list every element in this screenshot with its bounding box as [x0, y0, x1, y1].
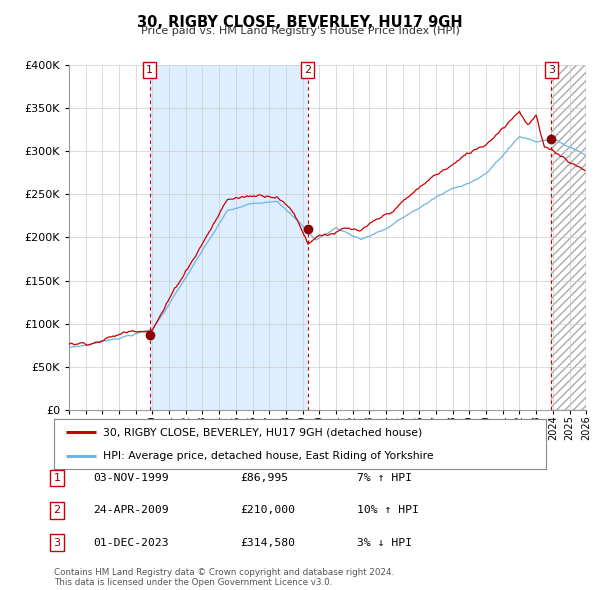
Text: 3% ↓ HPI: 3% ↓ HPI [357, 538, 412, 548]
Text: Contains HM Land Registry data © Crown copyright and database right 2024.: Contains HM Land Registry data © Crown c… [54, 568, 394, 577]
Text: 24-APR-2009: 24-APR-2009 [93, 506, 169, 515]
Text: Price paid vs. HM Land Registry's House Price Index (HPI): Price paid vs. HM Land Registry's House … [140, 26, 460, 36]
Text: 30, RIGBY CLOSE, BEVERLEY, HU17 9GH (detached house): 30, RIGBY CLOSE, BEVERLEY, HU17 9GH (det… [103, 427, 422, 437]
Text: 2: 2 [53, 506, 61, 515]
Text: £210,000: £210,000 [240, 506, 295, 515]
Bar [150, 65, 308, 410]
Text: This data is licensed under the Open Government Licence v3.0.: This data is licensed under the Open Gov… [54, 578, 332, 587]
Text: £314,580: £314,580 [240, 538, 295, 548]
Text: 1: 1 [146, 65, 153, 75]
Text: £86,995: £86,995 [240, 473, 288, 483]
Bar [551, 65, 586, 410]
Text: 30, RIGBY CLOSE, BEVERLEY, HU17 9GH: 30, RIGBY CLOSE, BEVERLEY, HU17 9GH [137, 15, 463, 30]
Text: 03-NOV-1999: 03-NOV-1999 [93, 473, 169, 483]
Text: 3: 3 [53, 538, 61, 548]
Text: 3: 3 [548, 65, 555, 75]
Text: 7% ↑ HPI: 7% ↑ HPI [357, 473, 412, 483]
Text: 01-DEC-2023: 01-DEC-2023 [93, 538, 169, 548]
Text: 10% ↑ HPI: 10% ↑ HPI [357, 506, 419, 515]
Text: HPI: Average price, detached house, East Riding of Yorkshire: HPI: Average price, detached house, East… [103, 451, 434, 461]
Text: 1: 1 [53, 473, 61, 483]
Text: 2: 2 [304, 65, 311, 75]
